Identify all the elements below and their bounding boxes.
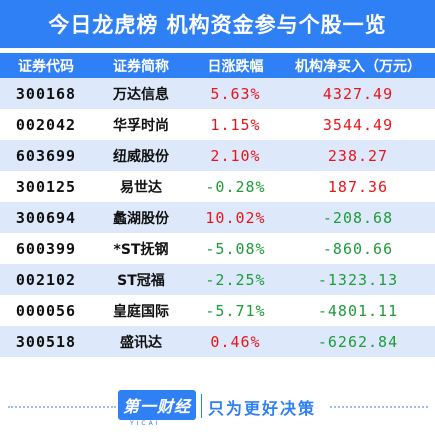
daily-change-cell: 1.15% [190,109,281,140]
column-header-change: 日涨跌幅 [190,53,281,78]
table-row: 300168 万达信息 5.63% 4327.49 [0,78,435,109]
stock-code-cell: 600399 [0,233,92,264]
table-row: 300694 蠡湖股份 10.02% -208.68 [0,202,435,233]
net-buy-cell: -1323.13 [281,264,435,295]
stock-code-cell: 002042 [0,109,92,140]
table-row: 000056 皇庭国际 -5.71% -4801.11 [0,295,435,326]
daily-change-cell: -5.08% [190,233,281,264]
logo-subtext: YICAI [130,420,161,427]
stock-code-cell: 300168 [0,78,92,109]
column-header-code: 证券代码 [0,53,92,78]
logo-text: 第一财经 [122,397,191,416]
daily-change-cell: 10.02% [190,202,281,233]
table-row: 600399 *ST抚钢 -5.08% -860.66 [0,233,435,264]
net-buy-cell: 187.36 [281,171,435,202]
divider-line-right [330,406,428,408]
table-row: 300518 盛讯达 0.46% -6262.84 [0,326,435,357]
table-row: 002042 华孚时尚 1.15% 3544.49 [0,109,435,140]
stock-code-cell: 300518 [0,326,92,357]
page-title: 今日龙虎榜 机构资金参与个股一览 [48,13,387,37]
slogan: 只为更好决策 [208,399,317,418]
net-buy-cell: -208.68 [281,202,435,233]
institution-trading-table: 证券代码 证券简称 日涨跌幅 机构净买入（万元） 300168 万达信息 5.63%… [0,53,435,357]
footer-divider [201,394,202,418]
stock-code-cell: 000056 [0,295,92,326]
column-header-name: 证券简称 [92,53,190,78]
daily-change-cell: 2.10% [190,140,281,171]
yicai-logo: 第一财经 [118,390,196,420]
net-buy-cell: -4801.11 [281,295,435,326]
stock-name-cell: 万达信息 [92,78,190,109]
footer: 第一财经 YICAI 只为更好决策 [0,384,435,428]
table-header-row: 证券代码 证券简称 日涨跌幅 机构净买入（万元） [0,53,435,78]
daily-change-cell: -5.71% [190,295,281,326]
table-body: 300168 万达信息 5.63% 4327.49 002042 华孚时尚 1.15% 354… [0,78,435,357]
stock-code-cell: 002102 [0,264,92,295]
stock-code-cell: 300125 [0,171,92,202]
stock-code-cell: 603699 [0,140,92,171]
column-header-net-buy: 机构净买入（万元） [281,53,435,78]
daily-change-cell: 0.46% [190,326,281,357]
net-buy-cell: 3544.49 [281,109,435,140]
divider-line-left [8,406,116,408]
daily-change-cell: -0.28% [190,171,281,202]
stock-name-cell: 华孚时尚 [92,109,190,140]
daily-change-cell: 5.63% [190,78,281,109]
stock-name-cell: 纽威股份 [92,140,190,171]
stock-name-cell: *ST抚钢 [92,233,190,264]
stock-name-cell: 皇庭国际 [92,295,190,326]
net-buy-cell: -860.66 [281,233,435,264]
stock-name-cell: 盛讯达 [92,326,190,357]
table-row: 002102 ST冠福 -2.25% -1323.13 [0,264,435,295]
net-buy-cell: -6262.84 [281,326,435,357]
table-row: 603699 纽威股份 2.10% 238.27 [0,140,435,171]
daily-change-cell: -2.25% [190,264,281,295]
title-bar: 今日龙虎榜 机构资金参与个股一览 [0,0,435,48]
net-buy-cell: 4327.49 [281,78,435,109]
stock-name-cell: ST冠福 [92,264,190,295]
table-row: 300125 易世达 -0.28% 187.36 [0,171,435,202]
net-buy-cell: 238.27 [281,140,435,171]
stock-name-cell: 蠡湖股份 [92,202,190,233]
stock-name-cell: 易世达 [92,171,190,202]
stock-code-cell: 300694 [0,202,92,233]
